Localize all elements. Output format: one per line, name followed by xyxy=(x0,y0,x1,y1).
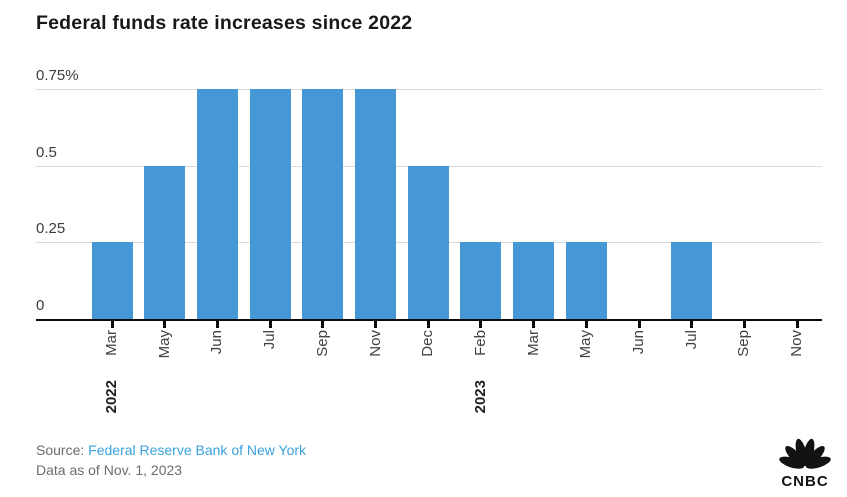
x-tick xyxy=(374,320,377,328)
x-axis-label: Mar xyxy=(103,330,120,356)
bar xyxy=(249,89,291,319)
year-label: 2022 xyxy=(103,380,120,414)
source-line: Source: Federal Reserve Bank of New York xyxy=(36,440,306,460)
x-axis-label: May xyxy=(155,330,173,359)
year-label: 2023 xyxy=(471,380,489,414)
x-tick xyxy=(426,320,430,328)
bar xyxy=(565,242,607,319)
source-prefix: Source: xyxy=(36,442,85,458)
x-tick xyxy=(479,320,483,328)
y-axis-label: 0.25 xyxy=(36,220,66,237)
x-tick xyxy=(110,320,114,328)
x-tick xyxy=(532,320,536,328)
x-axis-line xyxy=(36,318,822,321)
footer: Source: Federal Reserve Bank of New York… xyxy=(36,440,306,480)
x-tick xyxy=(215,320,219,328)
bar xyxy=(302,89,344,319)
x-axis-label: May xyxy=(577,330,595,359)
x-tick xyxy=(584,320,588,328)
x-tick xyxy=(163,320,167,328)
y-axis-label: 0.75% xyxy=(36,67,79,84)
bar xyxy=(671,242,713,319)
bar xyxy=(513,242,555,319)
x-axis-label: Jun xyxy=(208,330,226,355)
bar xyxy=(407,165,449,319)
x-tick xyxy=(637,320,641,328)
cnbc-logo: CNBC xyxy=(779,438,831,490)
peacock-icon xyxy=(779,438,831,469)
cnbc-logo-text: CNBC xyxy=(781,473,828,490)
bar xyxy=(355,89,396,319)
bar xyxy=(460,242,502,319)
x-axis-label: Dec xyxy=(419,330,437,357)
gridline xyxy=(36,89,822,90)
x-axis-label: Jul xyxy=(261,330,279,350)
x-tick xyxy=(690,320,694,328)
x-axis-label: Feb xyxy=(471,330,489,356)
bar xyxy=(144,165,186,319)
bar xyxy=(196,89,238,319)
source-link[interactable]: Federal Reserve Bank of New York xyxy=(88,442,307,458)
x-axis-label: Nov xyxy=(788,330,806,357)
x-axis-label: Mar xyxy=(524,330,542,356)
data-as-of: Data as of Nov. 1, 2023 xyxy=(36,462,183,478)
x-axis-label: Jul xyxy=(682,330,700,350)
x-axis-label: Nov xyxy=(366,330,384,357)
bar xyxy=(91,242,133,319)
x-axis-label: Jun xyxy=(630,330,647,355)
x-axis-label: Sep xyxy=(735,330,753,357)
y-axis-label: 0 xyxy=(36,296,45,314)
y-axis-label: 0.5 xyxy=(36,143,57,161)
x-tick xyxy=(268,320,272,328)
x-tick xyxy=(742,320,746,328)
x-tick xyxy=(795,320,799,328)
x-tick xyxy=(321,320,325,328)
x-axis-label: Sep xyxy=(313,330,331,357)
chart-title: Federal funds rate increases since 2022 xyxy=(36,12,413,34)
